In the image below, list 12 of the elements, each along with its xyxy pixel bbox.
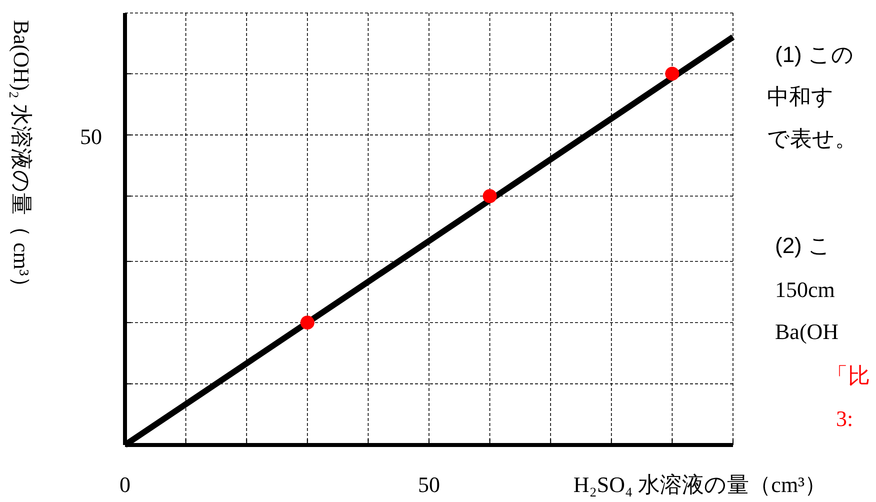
text: 3:	[836, 406, 854, 431]
x-axis-title: H₂SO₄ 水溶液の量（cm³）	[573, 472, 827, 497]
text: (2) こ	[775, 233, 831, 258]
text: Ba(OH	[775, 319, 839, 344]
text: (1) この	[775, 42, 854, 67]
x-tick-label: 0	[120, 472, 130, 497]
y-axis-title: Ba(OH)₂ 水溶液の量（ cm³）	[9, 20, 34, 298]
text: 中和す	[767, 84, 834, 109]
text: で表せ。	[767, 126, 857, 151]
text: 「比	[826, 363, 870, 388]
text: 50	[80, 124, 102, 149]
text: 150cm	[775, 277, 835, 302]
